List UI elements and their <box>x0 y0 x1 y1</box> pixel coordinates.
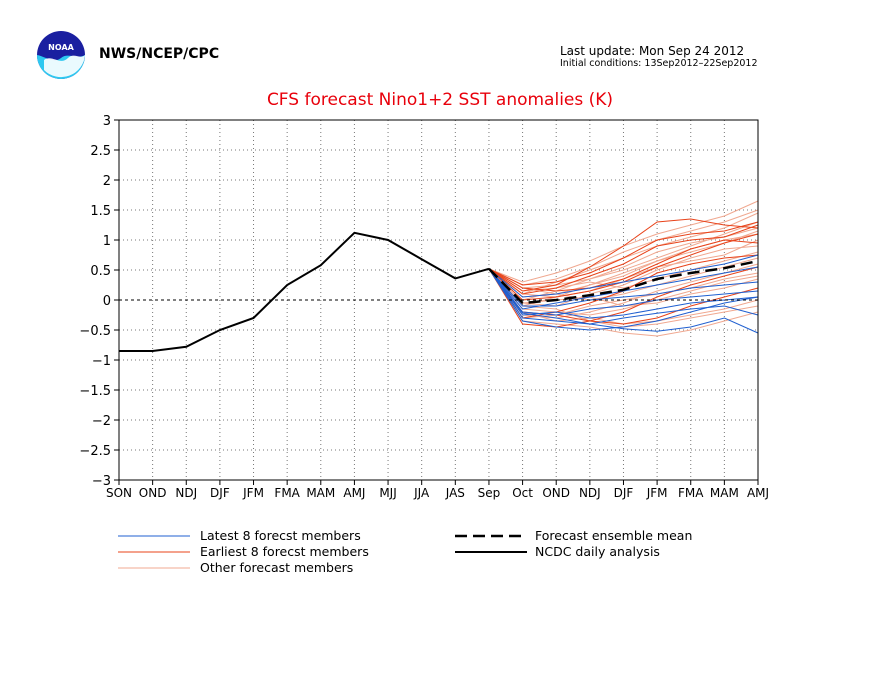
other-member-line <box>488 268 759 337</box>
y-tick-label: 0.5 <box>90 264 111 279</box>
latest-member-line <box>488 268 759 325</box>
other-member-line <box>488 230 759 295</box>
legend-analysis: NCDC daily analysis <box>535 544 660 559</box>
x-tick-label: NDJ <box>175 486 197 500</box>
x-tick-label: DJF <box>210 486 230 500</box>
y-tick-label: 2 <box>103 174 111 189</box>
org-label: NWS/NCEP/CPC <box>99 46 220 62</box>
x-tick-label: OND <box>542 486 570 500</box>
initial-conditions-text: Initial conditions: 13Sep2012–22Sep2012 <box>560 58 758 69</box>
x-tick-label: Sep <box>478 486 501 500</box>
svg-text:NOAA: NOAA <box>48 43 74 52</box>
legend-mean: Forecast ensemble mean <box>535 528 693 543</box>
other-member-line <box>488 268 759 316</box>
y-tick-label: −1 <box>92 354 111 369</box>
legend-earliest: Earliest 8 forecst members <box>200 544 369 559</box>
latest-member-line <box>488 268 759 319</box>
earliest-member-line <box>488 224 759 295</box>
x-tick-label: JAS <box>445 486 465 500</box>
x-tick-label: AMJ <box>343 486 365 500</box>
earliest-member-line <box>488 221 759 286</box>
x-tick-label: SON <box>106 486 132 500</box>
y-tick-label: −2 <box>92 414 111 429</box>
latest-member-line <box>488 268 759 316</box>
y-tick-label: 1 <box>103 234 111 249</box>
y-tick-label: 1.5 <box>90 204 111 219</box>
y-tick-label: 0 <box>103 294 111 309</box>
y-tick-label: −0.5 <box>79 324 111 339</box>
x-tick-label: JFM <box>242 486 264 500</box>
x-tick-label: JJA <box>413 486 430 500</box>
legend-swatches <box>118 534 527 569</box>
latest-member-line <box>488 254 759 298</box>
last-update-text: Last update: Mon Sep 24 2012 <box>560 44 745 58</box>
x-tick-label: AMJ <box>747 486 769 500</box>
legend-latest: Latest 8 forecst members <box>200 528 361 543</box>
x-tick-label: MJJ <box>379 486 396 500</box>
other-member-line <box>488 209 759 286</box>
x-tick-label: OND <box>139 486 167 500</box>
earliest-member-line <box>488 266 759 328</box>
other-member-line <box>488 227 759 301</box>
x-tick-label: JFM <box>646 486 668 500</box>
latest-members-lines <box>488 254 759 334</box>
x-tick-label: Oct <box>512 486 533 500</box>
x-tick-label: FMA <box>678 486 704 500</box>
latest-member-line <box>488 268 759 307</box>
y-tick-label: −2.5 <box>79 444 111 459</box>
legend-other: Other forecast members <box>200 560 354 575</box>
noaa-logo-icon: NOAA <box>36 30 86 80</box>
ensemble-mean-line <box>488 259 759 305</box>
x-tick-label: MAM <box>306 486 335 500</box>
other-member-line <box>488 245 759 307</box>
y-axis-ticks: 3 2.5 2 1.5 1 0.5 0 −0.5 −1 −1.5 −2 −2.5 −3 <box>79 114 119 489</box>
y-tick-label: −3 <box>92 474 111 489</box>
analysis-line <box>119 231 490 352</box>
chart-title: CFS forecast Nino1+2 SST anomalies (K) <box>266 90 614 110</box>
latest-member-line <box>488 268 759 334</box>
y-tick-label: 2.5 <box>90 144 111 159</box>
x-tick-label: FMA <box>274 486 300 500</box>
y-tick-label: 3 <box>103 114 111 129</box>
earliest-member-line <box>488 239 759 292</box>
x-axis-ticks: SON OND NDJ DJF JFM FMA MAM AMJ MJJ JJA JAS Sep Oct O… <box>106 480 769 500</box>
y-tick-label: −1.5 <box>79 384 111 399</box>
latest-member-line <box>488 268 759 331</box>
x-tick-label: NDJ <box>579 486 601 500</box>
x-tick-label: MAM <box>710 486 739 500</box>
x-tick-label: DJF <box>614 486 634 500</box>
